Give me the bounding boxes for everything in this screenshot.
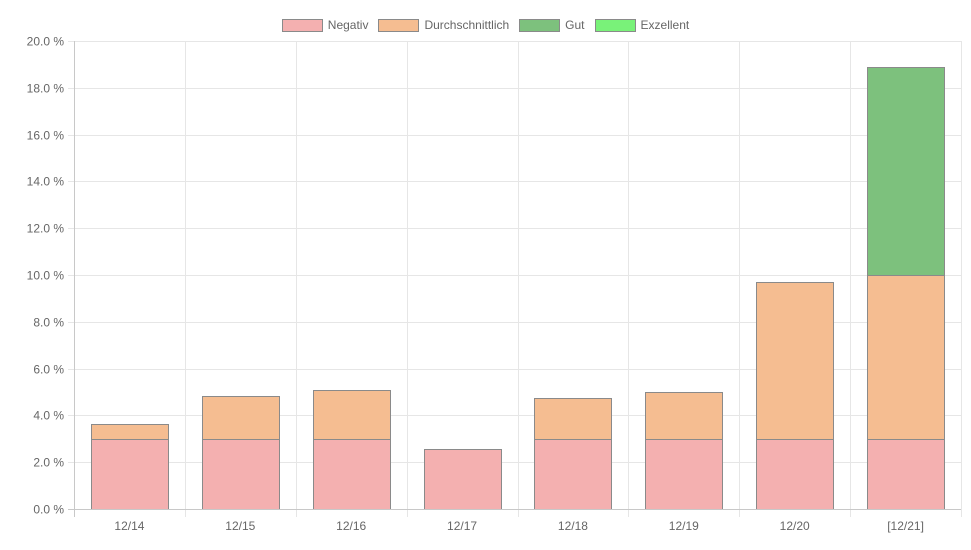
bar-negativ-5	[645, 439, 723, 510]
bar-negativ-0	[91, 439, 169, 510]
y-tick-label: 12.0 %	[27, 222, 65, 236]
bar-durchschnittlich-6	[756, 282, 834, 440]
bar-negativ-3	[424, 449, 502, 510]
bar-durchschnittlich-7	[867, 275, 945, 440]
x-axis-tick-labels: 12/14 12/15 12/16 12/17 12/18 12/19 12/20 [12/2…	[114, 519, 923, 533]
legend-label: Durchschnittlich	[424, 18, 509, 32]
legend-label: Gut	[565, 18, 585, 32]
grid	[68, 41, 962, 517]
y-tick-label: 6.0 %	[33, 363, 64, 377]
bar-durchschnittlich-5	[645, 392, 723, 440]
x-tick-label: [12/21]	[887, 519, 924, 533]
y-axis-tick-labels: 0.0 % 2.0 % 4.0 % 6.0 % 8.0 % 10.0 % 12.0 % 14.…	[27, 35, 65, 517]
axes	[68, 41, 961, 517]
legend-swatch-durchschnittlich	[378, 19, 419, 32]
y-tick-label: 0.0 %	[33, 503, 64, 517]
legend-label: Negativ	[328, 18, 369, 32]
x-tick-label: 12/18	[558, 519, 588, 533]
bar-durchschnittlich-0	[91, 424, 169, 440]
x-tick-label: 12/14	[114, 519, 144, 533]
bar-negativ-7	[867, 439, 945, 510]
bar-negativ-4	[534, 439, 612, 510]
y-tick-label: 20.0 %	[27, 35, 65, 49]
y-tick-label: 18.0 %	[27, 82, 65, 96]
legend-swatch-exzellent	[595, 19, 636, 32]
y-tick-label: 2.0 %	[33, 456, 64, 470]
y-tick-label: 10.0 %	[27, 269, 65, 283]
y-tick-label: 8.0 %	[33, 316, 64, 330]
legend-label: Exzellent	[641, 18, 690, 32]
bar-durchschnittlich-1	[202, 396, 280, 440]
bar-durchschnittlich-4	[534, 398, 612, 440]
bar-gut-7	[867, 67, 945, 276]
bar-negativ-6	[756, 439, 834, 510]
bar-durchschnittlich-2	[313, 390, 391, 440]
y-tick-label: 4.0 %	[33, 409, 64, 423]
bars	[91, 67, 945, 510]
x-tick-label: 12/16	[336, 519, 366, 533]
bar-negativ-1	[202, 439, 280, 510]
y-tick-label: 14.0 %	[27, 175, 65, 189]
legend-swatch-negativ	[282, 19, 323, 32]
x-tick-label: 12/17	[447, 519, 477, 533]
x-tick-label: 12/15	[225, 519, 255, 533]
legend: Negativ Durchschnittlich Gut Exzellent	[282, 18, 690, 32]
bar-negativ-2	[313, 439, 391, 510]
y-tick-label: 16.0 %	[27, 129, 65, 143]
x-tick-label: 12/20	[780, 519, 810, 533]
x-tick-label: 12/19	[669, 519, 699, 533]
legend-swatch-gut	[519, 19, 560, 32]
